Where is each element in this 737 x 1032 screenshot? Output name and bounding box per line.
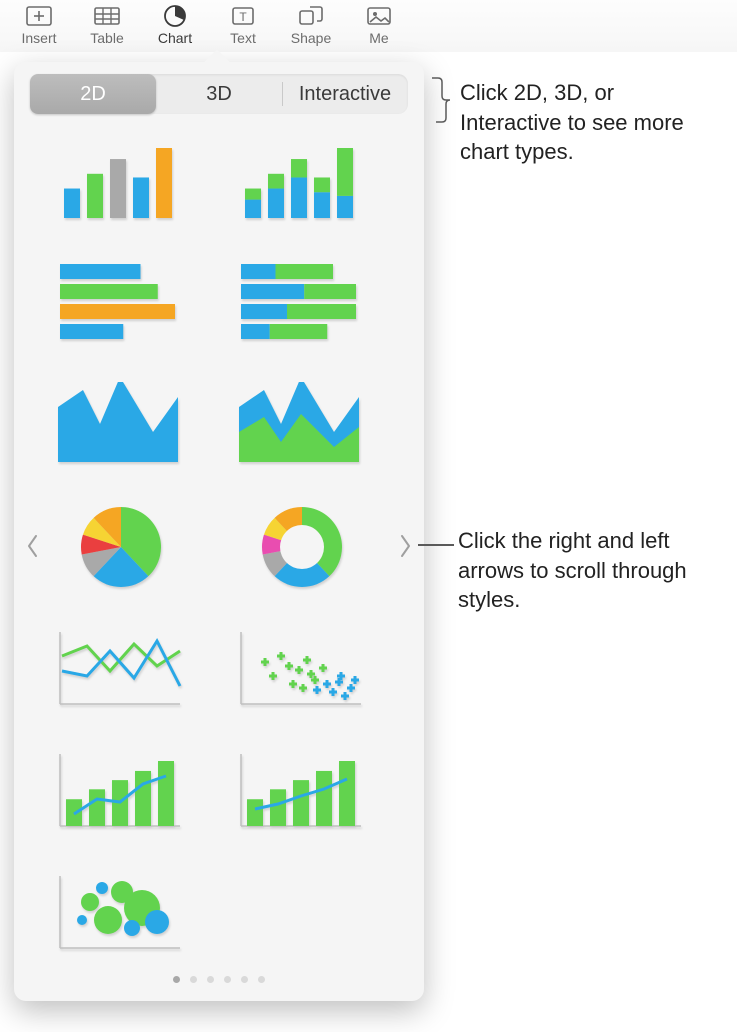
callout-leader-line xyxy=(418,544,454,546)
page-dot-1[interactable] xyxy=(190,976,197,983)
toolbar-text[interactable]: T Text xyxy=(220,4,266,46)
toolbar-label: Shape xyxy=(291,30,331,46)
thumb-stacked-column-chart[interactable] xyxy=(237,136,367,224)
next-style-arrow[interactable] xyxy=(394,522,418,570)
page-dot-4[interactable] xyxy=(241,976,248,983)
prev-style-arrow[interactable] xyxy=(20,522,44,570)
shape-icon xyxy=(295,4,327,28)
tab-2d[interactable]: 2D xyxy=(30,74,156,114)
chart-thumbnail-grid xyxy=(44,130,394,962)
toolbar-chart[interactable]: Chart xyxy=(152,4,198,46)
toolbar-media[interactable]: Me xyxy=(356,4,402,46)
toolbar-shape[interactable]: Shape xyxy=(288,4,334,46)
thumb-bar-chart[interactable] xyxy=(56,258,186,346)
thumb-line-chart[interactable] xyxy=(56,624,186,712)
insert-icon xyxy=(23,4,55,28)
thumb-combo-chart-2[interactable] xyxy=(237,746,367,834)
page-dot-0[interactable] xyxy=(173,976,180,983)
thumb-bubble-chart[interactable] xyxy=(56,868,186,956)
svg-text:T: T xyxy=(239,10,247,24)
text-icon: T xyxy=(227,4,259,28)
toolbar-label: Table xyxy=(90,30,123,46)
toolbar-label: Chart xyxy=(158,30,192,46)
tab-interactive[interactable]: Interactive xyxy=(282,74,408,114)
thumb-pie-chart[interactable] xyxy=(56,502,186,590)
table-icon xyxy=(91,4,123,28)
media-icon xyxy=(363,4,395,28)
page-dots xyxy=(22,962,416,993)
chart-style-pager xyxy=(22,130,416,962)
chart-popover: 2D 3D Interactive xyxy=(14,62,424,1001)
thumb-stacked-area-chart[interactable] xyxy=(237,380,367,468)
tab-3d[interactable]: 3D xyxy=(156,74,282,114)
thumb-donut-chart[interactable] xyxy=(237,502,367,590)
thumb-scatter-chart[interactable] xyxy=(237,624,367,712)
thumb-column-chart[interactable] xyxy=(56,136,186,224)
page-dot-2[interactable] xyxy=(207,976,214,983)
toolbar-label: Insert xyxy=(21,30,56,46)
callout-tabs: Click 2D, 3D, or Interactive to see more… xyxy=(460,78,720,167)
toolbar-insert[interactable]: Insert xyxy=(16,4,62,46)
callout-arrows: Click the right and left arrows to scrol… xyxy=(458,526,728,615)
toolbar-label: Text xyxy=(230,30,256,46)
callout-bracket xyxy=(430,76,452,128)
chart-icon xyxy=(159,4,191,28)
toolbar-label: Me xyxy=(369,30,388,46)
thumb-stacked-bar-chart[interactable] xyxy=(237,258,367,346)
toolbar: Insert Table Chart T Text Shape Me xyxy=(0,0,737,52)
thumb-combo-chart-1[interactable] xyxy=(56,746,186,834)
thumb-area-chart[interactable] xyxy=(56,380,186,468)
page-dot-3[interactable] xyxy=(224,976,231,983)
page-dot-5[interactable] xyxy=(258,976,265,983)
chart-type-tabs: 2D 3D Interactive xyxy=(30,74,408,114)
toolbar-table[interactable]: Table xyxy=(84,4,130,46)
